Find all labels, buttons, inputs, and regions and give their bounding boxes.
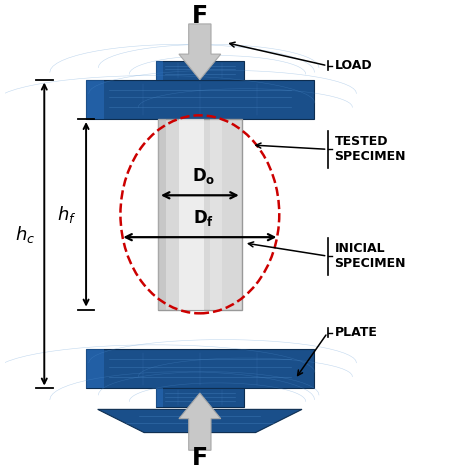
Text: $\mathbf{D_f}$: $\mathbf{D_f}$ [193,208,214,228]
Text: TESTED
SPECIMEN: TESTED SPECIMEN [335,135,406,164]
Bar [156,61,163,80]
Bar [86,80,314,119]
Text: F: F [192,446,208,470]
Bar [156,389,244,407]
Text: $h_f$: $h_f$ [57,204,76,225]
Text: LOAD: LOAD [335,59,372,72]
Text: PLATE: PLATE [335,326,377,339]
FancyArrow shape [179,24,221,80]
Polygon shape [98,410,302,433]
Text: F: F [192,4,208,27]
FancyArrow shape [179,393,221,450]
Bar [210,119,222,310]
Bar [86,349,104,389]
Text: $h_c$: $h_c$ [15,224,35,245]
Bar [158,119,242,310]
Text: $\mathbf{D_o}$: $\mathbf{D_o}$ [192,166,215,186]
Bar [156,389,163,407]
Bar [86,80,104,119]
Text: INICIAL
SPECIMEN: INICIAL SPECIMEN [335,242,406,270]
Bar [156,61,244,80]
Bar [179,119,204,310]
Bar [158,119,166,310]
Bar [86,349,314,389]
